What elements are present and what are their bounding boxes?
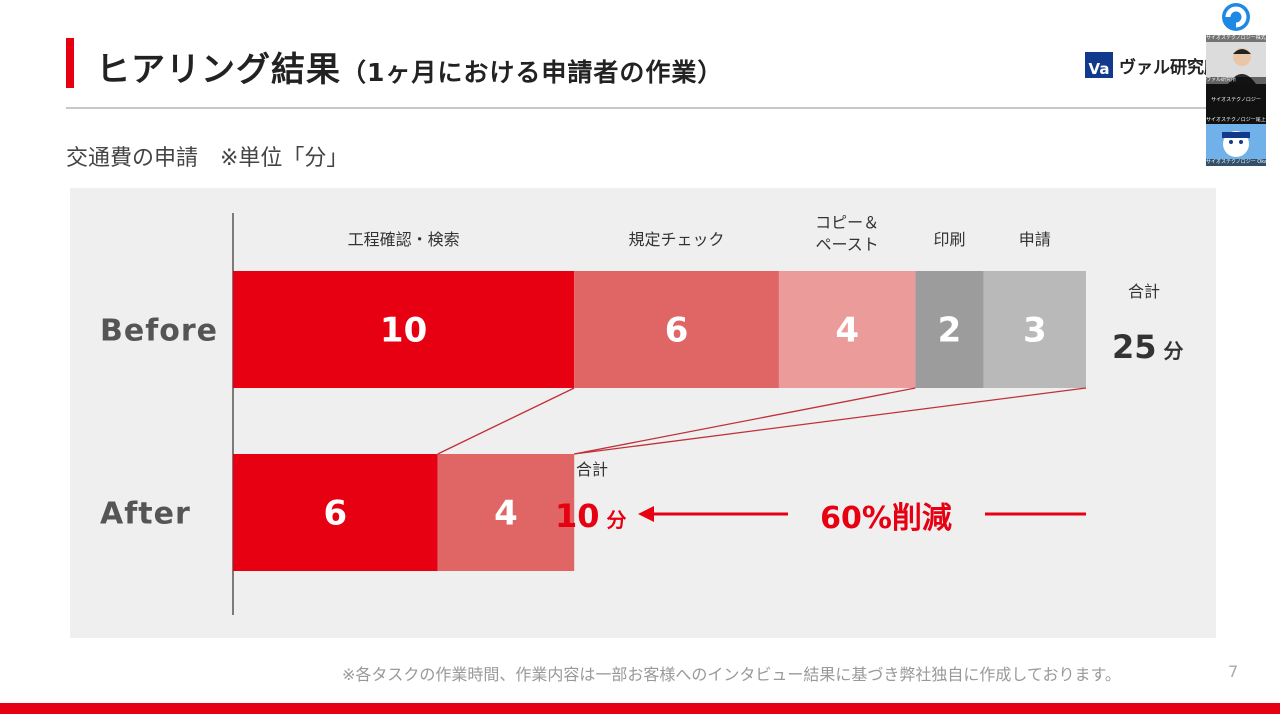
logo-mark-icon: Va xyxy=(1085,52,1113,78)
page-title-main: ヒアリング結果 xyxy=(96,50,341,90)
segment-value-label: 4 xyxy=(835,311,859,351)
page-title-subtitle: （1ヶ月における申請者の作業） xyxy=(341,58,724,87)
segment-value-label: 6 xyxy=(324,494,348,534)
series-label-3: コピー＆ xyxy=(815,213,879,232)
video-thumb-caption: サイオステクノロジー xyxy=(1211,97,1261,103)
company-logo-icon xyxy=(1222,3,1250,31)
arrow-left-icon xyxy=(638,506,654,522)
video-thumb-caption: サイオステクノロジー Okawa xyxy=(1206,159,1266,166)
reduction-label: 60%削減 xyxy=(820,501,952,536)
section-label: 交通費の申請 ※単位「分」 xyxy=(66,146,349,171)
bar-segment-before-5 xyxy=(983,271,1086,388)
total-caption-after: 合計 xyxy=(576,460,608,479)
segment-value-label: 4 xyxy=(494,494,518,534)
video-thumb-caption: サイオステクノロジー株式会社 xyxy=(1206,35,1266,42)
bottom-accent-bar xyxy=(0,703,1280,714)
title-divider xyxy=(66,107,1206,109)
connector-line xyxy=(574,387,916,455)
bar-segment-before-4 xyxy=(915,271,984,388)
bar-segment-before-2 xyxy=(574,271,779,388)
video-thumb-1[interactable]: サイオステクノロジー株式会社 xyxy=(1206,0,1266,42)
total-number: 10 xyxy=(555,497,600,535)
page-number: 7 xyxy=(1228,662,1239,681)
bar-segment-after-1 xyxy=(233,454,438,571)
video-thumb-3[interactable]: サイオステクノロジー xyxy=(1206,84,1266,114)
logo-text: ヴァル研究所 xyxy=(1119,57,1221,78)
total-value-after: 10 分 xyxy=(555,497,627,535)
bar-segment-before-3 xyxy=(778,271,916,388)
connector-line xyxy=(437,387,575,455)
bar-segment-before-1 xyxy=(233,271,575,388)
footnote: ※各タスクの作業時間、作業内容は一部お客様へのインタビュー結果に基づき弊社独自に… xyxy=(342,665,1121,684)
page-title: ヒアリング結果（1ヶ月における申請者の作業） xyxy=(96,42,723,91)
total-value-before: 25 分 xyxy=(1112,328,1184,366)
video-thumb-caption: ヴァル研究所 xyxy=(1206,77,1266,84)
video-thumb-2[interactable]: ヴァル研究所 xyxy=(1206,42,1266,84)
total-unit: 分 xyxy=(1157,339,1184,363)
segment-value-label: 6 xyxy=(665,311,689,351)
total-unit: 分 xyxy=(600,508,627,532)
series-label-1: 工程確認・検索 xyxy=(348,230,460,249)
total-number: 25 xyxy=(1112,328,1157,366)
segment-value-label: 10 xyxy=(380,311,427,351)
segment-value-label: 2 xyxy=(938,311,962,351)
row-label-after: After xyxy=(100,497,191,532)
company-logo: Va ヴァル研究所 xyxy=(1085,50,1221,80)
video-thumb-caption: サイオステクノロジー尾上 xyxy=(1206,117,1266,123)
series-label-5: 申請 xyxy=(1019,230,1051,249)
segment-value-label: 3 xyxy=(1023,311,1047,351)
connector-line xyxy=(574,387,1087,455)
total-caption-before: 合計 xyxy=(1128,282,1160,301)
title-accent-bar xyxy=(66,38,74,88)
series-label-4: 印刷 xyxy=(934,230,966,249)
bar-segment-after-2 xyxy=(437,454,575,571)
video-thumb-4[interactable]: サイオステクノロジー尾上 xyxy=(1206,114,1266,124)
video-thumb-5[interactable]: サイオステクノロジー Okawa xyxy=(1206,124,1266,166)
series-label-2: 規定チェック xyxy=(629,230,725,249)
series-label-3: ペースト xyxy=(816,235,879,254)
row-label-before: Before xyxy=(100,314,218,349)
video-call-thumbnails: サイオステクノロジー株式会社 ヴァル研究所 サイオステクノロジー サイオステクノ… xyxy=(1206,0,1266,166)
